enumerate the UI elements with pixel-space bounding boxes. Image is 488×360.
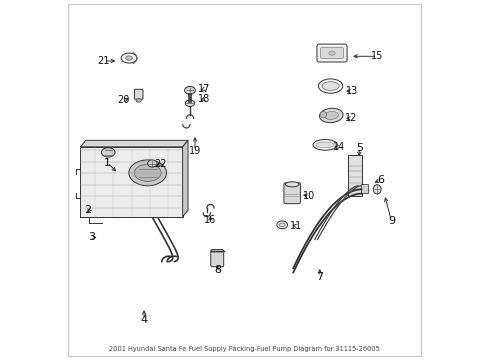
Ellipse shape [185, 100, 194, 107]
Text: 11: 11 [290, 221, 302, 231]
Text: 10: 10 [302, 191, 315, 201]
Text: 3: 3 [88, 232, 95, 242]
FancyBboxPatch shape [210, 249, 223, 267]
FancyBboxPatch shape [284, 183, 300, 204]
Text: 1: 1 [104, 158, 111, 168]
Ellipse shape [318, 79, 342, 93]
Text: 13: 13 [345, 86, 358, 96]
Text: 20: 20 [117, 95, 129, 105]
Text: 4: 4 [140, 315, 147, 325]
Ellipse shape [121, 53, 137, 63]
Text: 16: 16 [204, 215, 216, 225]
Text: 2001 Hyundai Santa Fe Fuel Supply Packing-Fuel Pump Diagram for 31115-26005: 2001 Hyundai Santa Fe Fuel Supply Packin… [109, 346, 379, 352]
Text: 7: 7 [316, 272, 323, 282]
FancyBboxPatch shape [134, 89, 142, 99]
Polygon shape [182, 140, 187, 217]
Ellipse shape [321, 82, 339, 90]
Text: 9: 9 [387, 216, 394, 226]
Ellipse shape [324, 112, 338, 120]
Polygon shape [80, 147, 182, 217]
FancyBboxPatch shape [316, 44, 346, 62]
FancyBboxPatch shape [361, 184, 367, 193]
Text: 19: 19 [188, 145, 201, 156]
Ellipse shape [276, 221, 287, 229]
Text: 6: 6 [377, 175, 384, 185]
Ellipse shape [285, 182, 298, 187]
Ellipse shape [147, 160, 157, 167]
Ellipse shape [312, 139, 337, 150]
Text: 15: 15 [370, 51, 383, 61]
Ellipse shape [372, 185, 380, 194]
Text: 21: 21 [98, 56, 110, 66]
Text: 22: 22 [154, 159, 166, 169]
Ellipse shape [320, 112, 326, 118]
Ellipse shape [125, 56, 132, 60]
Text: 12: 12 [345, 113, 357, 123]
Text: 17: 17 [198, 84, 210, 94]
Ellipse shape [328, 51, 335, 55]
Ellipse shape [101, 148, 115, 157]
Ellipse shape [134, 164, 161, 181]
Text: 18: 18 [198, 94, 210, 104]
FancyBboxPatch shape [348, 155, 362, 196]
Ellipse shape [279, 223, 285, 226]
Ellipse shape [128, 160, 166, 186]
Ellipse shape [137, 99, 140, 101]
Polygon shape [80, 140, 187, 147]
Ellipse shape [316, 142, 333, 148]
Ellipse shape [136, 99, 141, 102]
Text: 5: 5 [355, 143, 362, 153]
Text: 8: 8 [214, 265, 221, 275]
Text: 2: 2 [84, 206, 91, 216]
Text: 14: 14 [333, 142, 345, 152]
Ellipse shape [184, 86, 195, 94]
FancyBboxPatch shape [320, 48, 343, 58]
Ellipse shape [319, 108, 343, 123]
